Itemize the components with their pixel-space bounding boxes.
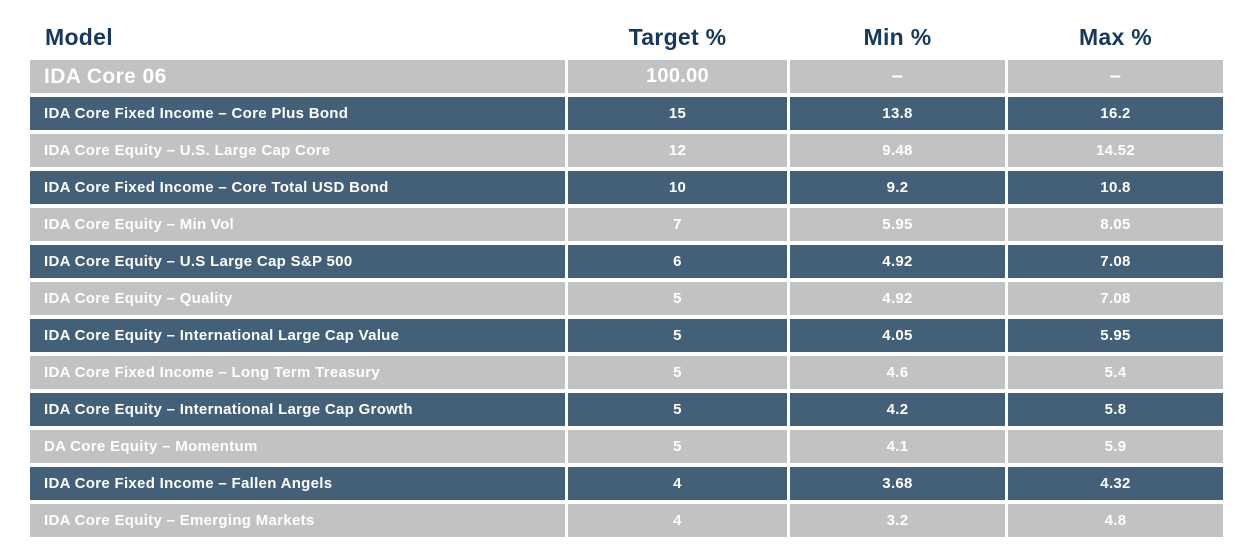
target-cell: 5 [568, 319, 787, 352]
target-cell: 15 [568, 97, 787, 130]
model-cell: IDA Core Fixed Income – Core Total USD B… [30, 171, 565, 204]
target-cell: 5 [568, 430, 787, 463]
max-cell: 5.95 [1008, 319, 1223, 352]
max-cell: 10.8 [1008, 171, 1223, 204]
column-header-target: Target % [628, 23, 727, 50]
table-row: IDA Core Equity – Emerging Markets 4 3.2 4.… [30, 504, 1223, 537]
column-header-max: Max % [1078, 23, 1153, 50]
model-cell: IDA Core Equity – International Large Ca… [30, 393, 565, 426]
max-cell: 7.08 [1008, 282, 1223, 315]
target-cell: 100.00 [568, 60, 787, 93]
target-cell: 5 [568, 393, 787, 426]
target-cell: 4 [568, 467, 787, 500]
min-cell: 3.2 [790, 504, 1005, 537]
model-cell: IDA Core 06 [30, 60, 565, 93]
model-cell: IDA Core Fixed Income – Fallen Angels [30, 467, 565, 500]
max-cell: 5.8 [1008, 393, 1223, 426]
table-row: IDA Core Fixed Income – Core Plus Bond 15… [30, 97, 1223, 130]
min-cell: 4.92 [790, 282, 1005, 315]
max-cell: 5.9 [1008, 430, 1223, 463]
max-cell: 7.08 [1008, 245, 1223, 278]
min-cell: 5.95 [790, 208, 1005, 241]
table-row: DA Core Equity – Momentum 5 4.1 5.9 [30, 430, 1223, 463]
table-row: IDA Core Fixed Income – Long Term Treasu… [30, 356, 1223, 389]
model-cell: IDA Core Fixed Income – Core Plus Bond [30, 97, 565, 130]
table-row: IDA Core Equity – U.S Large Cap S&P 500 6… [30, 245, 1223, 278]
min-cell: 3.68 [790, 467, 1005, 500]
target-cell: 5 [568, 282, 787, 315]
target-cell: 10 [568, 171, 787, 204]
min-cell: 9.48 [790, 134, 1005, 167]
table-body: IDA Core 06 100.00– – IDA Core Fixed Income… [30, 60, 1223, 537]
allocation-table: Model Target % Min % Max % IDA Core 06 10… [30, 14, 1223, 541]
min-cell: 4.05 [790, 319, 1005, 352]
model-cell: IDA Core Equity – Min Vol [30, 208, 565, 241]
min-cell: 4.2 [790, 393, 1005, 426]
target-cell: 6 [568, 245, 787, 278]
min-cell: 9.2 [790, 171, 1005, 204]
table-row: IDA Core Equity – International Large Ca… [30, 319, 1223, 352]
model-cell: IDA Core Equity – International Large Ca… [30, 319, 565, 352]
model-cell: IDA Core Equity – U.S Large Cap S&P 500 [30, 245, 565, 278]
model-cell: IDA Core Equity – Emerging Markets [30, 504, 565, 537]
table-row: IDA Core Fixed Income – Core Total USD B… [30, 171, 1223, 204]
table-row: IDA Core Equity – Min Vol 7 5.95 8.05 [30, 208, 1223, 241]
table-header-row: Model Target % Min % Max % [30, 14, 1223, 60]
min-cell: 4.1 [790, 430, 1005, 463]
target-cell: 7 [568, 208, 787, 241]
table-row: IDA Core 06 100.00– – [30, 60, 1223, 93]
min-cell: 13.8 [790, 97, 1005, 130]
model-cell: DA Core Equity – Momentum [30, 430, 565, 463]
target-cell: 5 [568, 356, 787, 389]
target-cell: 12 [568, 134, 787, 167]
table-row: IDA Core Equity – U.S. Large Cap Core 12 9… [30, 134, 1223, 167]
max-cell: 14.52 [1008, 134, 1223, 167]
model-cell: IDA Core Equity – Quality [30, 282, 565, 315]
table-row: IDA Core Fixed Income – Fallen Angels 4 3.… [30, 467, 1223, 500]
model-cell: IDA Core Equity – U.S. Large Cap Core [30, 134, 565, 167]
max-cell: 4.8 [1008, 504, 1223, 537]
model-cell: IDA Core Fixed Income – Long Term Treasu… [30, 356, 565, 389]
max-cell: 4.32 [1008, 467, 1223, 500]
column-header-model: Model [45, 23, 113, 50]
min-cell: 4.92 [790, 245, 1005, 278]
min-cell: 4.6 [790, 356, 1005, 389]
column-header-min: Min % [863, 23, 932, 50]
max-cell: – [1008, 60, 1223, 93]
max-cell: 5.4 [1008, 356, 1223, 389]
target-cell: 4 [568, 504, 787, 537]
max-cell: 8.05 [1008, 208, 1223, 241]
min-cell: – [790, 60, 1005, 93]
max-cell: 16.2 [1008, 97, 1223, 130]
table-row: IDA Core Equity – Quality 5 4.92 7.08 [30, 282, 1223, 315]
table-row: IDA Core Equity – International Large Ca… [30, 393, 1223, 426]
